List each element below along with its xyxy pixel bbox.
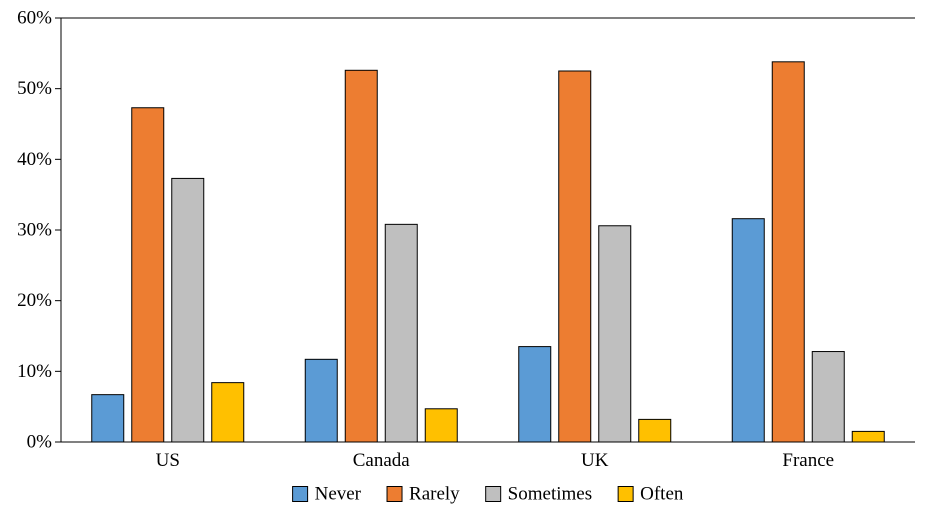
bar-often-canada <box>424 408 458 443</box>
legend-swatch-never <box>292 486 309 502</box>
bar-never-canada <box>304 358 338 443</box>
legend: Never Rarely Sometimes Often <box>292 484 684 505</box>
bar-often-france <box>851 430 885 443</box>
bar-rarely-uk <box>558 70 592 443</box>
y-tick-label: 60% <box>17 8 52 29</box>
legend-label-sometimes: Sometimes <box>508 484 592 505</box>
bars <box>91 61 885 443</box>
legend-label-rarely: Rarely <box>409 484 460 505</box>
bar-often-uk <box>638 418 672 443</box>
x-category-label: UK <box>581 450 609 471</box>
y-tick-label: 50% <box>17 78 52 99</box>
bar-rarely-france <box>771 61 805 443</box>
legend-swatch-often <box>617 486 634 502</box>
bar-never-us <box>91 394 125 443</box>
legend-label-never: Never <box>315 484 362 505</box>
bar-rarely-us <box>131 107 165 443</box>
bar-often-us <box>211 382 245 443</box>
x-category-label: Canada <box>353 450 411 471</box>
legend-label-often: Often <box>640 484 684 505</box>
x-axis-categories: US Canada UK France <box>156 450 835 471</box>
bar-never-uk <box>518 346 552 443</box>
bar-sometimes-france <box>811 351 845 443</box>
y-tick-label: 40% <box>17 149 52 170</box>
bar-never-france <box>731 218 765 443</box>
y-tick-label: 30% <box>17 220 52 241</box>
x-category-label: France <box>782 450 834 471</box>
legend-swatch-rarely <box>386 486 403 502</box>
y-tick-label: 20% <box>17 290 52 311</box>
legend-swatch-sometimes <box>485 486 502 502</box>
bar-rarely-canada <box>344 69 378 443</box>
bar-sometimes-uk <box>598 225 632 443</box>
y-tick-label: 0% <box>27 432 53 453</box>
bar-sometimes-us <box>171 177 205 443</box>
y-tick-label: 10% <box>17 361 52 382</box>
y-axis-ticks: 0% 10% 20% 30% 40% 50% 60% <box>17 8 61 453</box>
bar-sometimes-canada <box>384 223 418 443</box>
x-category-label: US <box>156 450 180 471</box>
